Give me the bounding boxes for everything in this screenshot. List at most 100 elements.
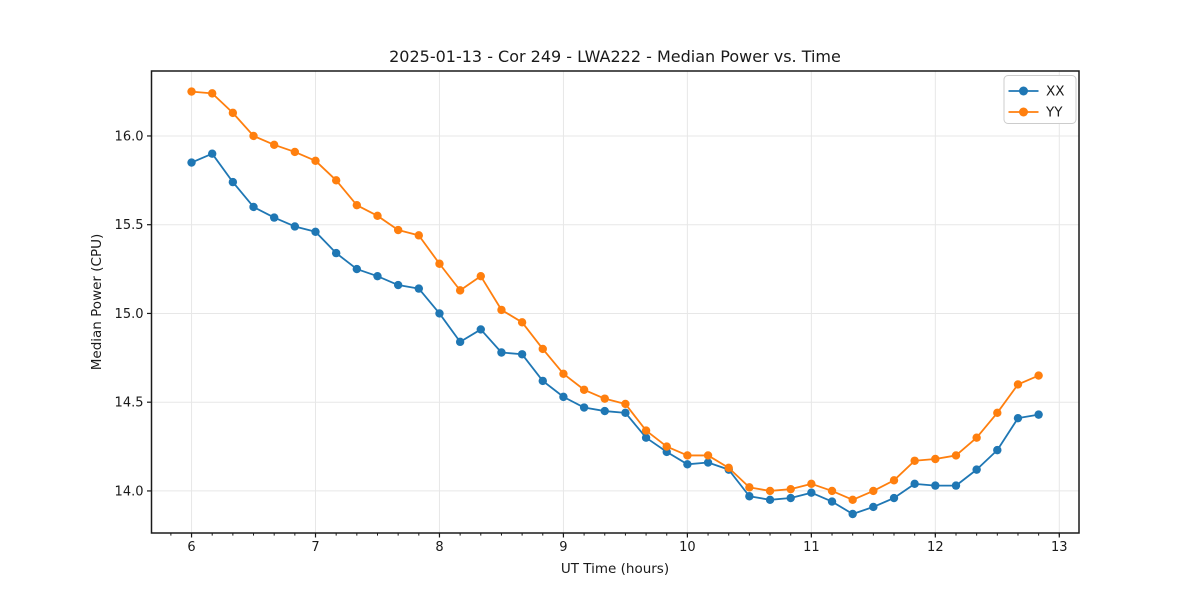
x-tick-label: 10	[679, 540, 696, 555]
legend-sample-marker	[1019, 107, 1028, 117]
y-tick-label: 15.5	[115, 218, 144, 233]
series-XX-marker	[311, 227, 320, 237]
series-YY-marker	[435, 259, 444, 268]
series-XX-marker	[827, 497, 837, 506]
series-YY-marker	[373, 211, 382, 221]
series-YY-marker	[579, 385, 589, 394]
series-XX-marker	[889, 493, 899, 503]
series-XX-marker	[972, 465, 981, 474]
series-XX-marker	[869, 502, 878, 512]
series-YY-marker	[786, 484, 795, 494]
series-YY-marker	[931, 454, 940, 464]
series-XX-marker	[786, 493, 795, 503]
series-YY-marker	[311, 156, 320, 166]
series-YY-marker	[1034, 371, 1043, 380]
series-YY-marker	[745, 483, 754, 492]
series-YY-marker	[889, 476, 899, 485]
series-YY-marker	[600, 394, 609, 403]
series-YY-line	[190, 90, 1040, 501]
series-YY-marker	[621, 399, 630, 409]
series-XX-marker	[559, 392, 568, 402]
series-YY-marker	[290, 147, 300, 157]
series-YY-marker	[993, 408, 1002, 418]
series-XX-marker	[621, 408, 630, 418]
series-YY-marker	[641, 426, 651, 435]
y-axis-label: Median Power (CPU)	[89, 233, 105, 371]
series-YY-marker	[352, 200, 362, 210]
legend-sample-marker	[1019, 86, 1028, 96]
series-XX-marker	[228, 177, 238, 187]
x-axis-label: UT Time (hours)	[560, 561, 670, 577]
series-YY-marker	[228, 108, 238, 118]
series-XX-marker	[249, 202, 258, 212]
series-YY-marker	[807, 479, 816, 489]
legend-box	[1003, 75, 1077, 124]
series-YY-marker	[455, 286, 465, 295]
series-YY-marker	[662, 442, 671, 451]
series-XX-marker	[393, 280, 403, 290]
x-tick-label: 7	[311, 540, 319, 555]
series-XX-marker	[187, 158, 196, 167]
series-YY-marker	[951, 451, 961, 460]
y-tick-label: 14.5	[115, 396, 144, 411]
series-XX-marker	[600, 406, 609, 416]
series-YY-marker	[559, 369, 568, 378]
series-XX-marker	[352, 264, 362, 274]
series-XX-marker	[1013, 413, 1023, 423]
series-XX-marker	[414, 284, 424, 293]
y-tick-label: 15.0	[115, 307, 144, 322]
series-XX-marker	[476, 325, 485, 334]
y-tick-label: 16.0	[115, 129, 144, 144]
series-YY-marker	[1013, 380, 1023, 389]
series-XX-marker	[910, 479, 919, 489]
series-YY-marker	[331, 176, 341, 185]
axis-ticks: 6 7 8 9 10 11 12 13 14.0 14.5 15.0 15.5 16.0	[115, 129, 1068, 555]
series-YY-marker	[683, 451, 692, 460]
series-XX-marker	[435, 309, 444, 318]
series-YY-marker	[208, 89, 217, 98]
series-XX-marker	[269, 213, 279, 222]
grid	[151, 71, 1079, 533]
series-XX-marker	[931, 481, 940, 490]
x-tick-label: 13	[1051, 540, 1068, 555]
series-YY-marker	[538, 344, 547, 354]
series-XX-marker	[993, 445, 1002, 455]
series-XX-marker	[683, 460, 692, 469]
series-YY-marker	[497, 305, 506, 315]
chart-title: 2025-01-13 - Cor 249 - LWA222 - Median P…	[389, 47, 841, 66]
series-YY-marker	[724, 463, 733, 473]
series-YY-marker	[517, 318, 527, 327]
series-YY	[187, 87, 1043, 505]
x-tick-label: 11	[803, 540, 820, 555]
series-XX-marker	[290, 222, 300, 231]
series-YY-marker	[249, 131, 258, 141]
series-XX	[187, 149, 1043, 519]
series-XX-marker	[331, 248, 341, 258]
series-YY-marker	[269, 140, 279, 150]
series-YY-marker	[393, 225, 403, 235]
series-XX-marker	[951, 481, 961, 490]
series-XX-marker	[497, 348, 506, 357]
series-XX-marker	[517, 350, 527, 359]
series-XX-marker	[745, 492, 754, 501]
series-XX-marker	[538, 376, 547, 386]
series-YY-marker	[414, 231, 424, 240]
x-tick-label: 12	[927, 540, 944, 555]
x-tick-label: 8	[435, 540, 443, 555]
series-YY-marker	[476, 271, 485, 281]
series-XX-marker	[848, 509, 857, 519]
legend-label: XX	[1046, 84, 1065, 100]
series-XX-marker	[455, 337, 465, 347]
series-YY-marker	[910, 456, 919, 465]
series-YY-marker	[765, 486, 775, 496]
series-XX-marker	[641, 433, 651, 442]
legend: XX YY	[1003, 75, 1077, 124]
series-YY-marker	[827, 486, 837, 496]
series-XX-marker	[1034, 410, 1043, 419]
y-tick-label: 14.0	[115, 484, 144, 499]
series-XX-marker	[373, 271, 382, 281]
series-XX-marker	[208, 149, 217, 158]
series-XX-marker	[703, 458, 713, 467]
